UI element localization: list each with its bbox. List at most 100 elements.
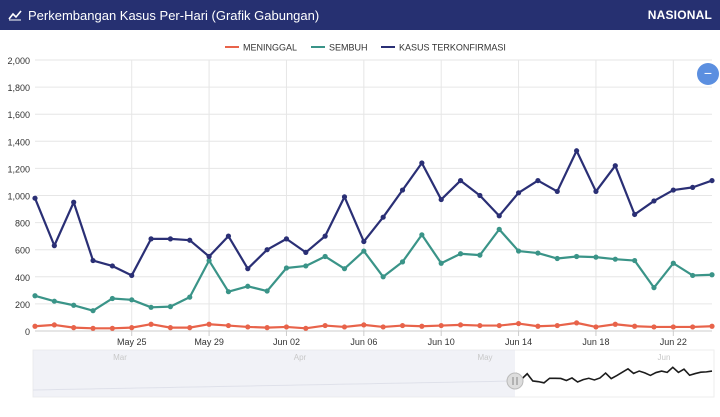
data-point[interactable] xyxy=(419,323,425,329)
data-point[interactable] xyxy=(167,325,173,331)
data-point[interactable] xyxy=(496,226,502,232)
data-point[interactable] xyxy=(32,323,38,329)
data-point[interactable] xyxy=(283,265,290,271)
data-point[interactable] xyxy=(554,322,560,329)
legend-label[interactable]: KASUS TERKONFIRMASI xyxy=(399,43,506,53)
data-point[interactable] xyxy=(341,194,348,200)
data-point[interactable] xyxy=(380,274,386,280)
data-point[interactable] xyxy=(709,272,715,278)
data-point[interactable] xyxy=(632,211,638,218)
data-point[interactable] xyxy=(574,253,580,260)
data-point[interactable] xyxy=(612,256,618,262)
data-point[interactable] xyxy=(148,236,154,242)
data-point[interactable] xyxy=(303,325,309,331)
data-point[interactable] xyxy=(457,251,464,257)
data-point[interactable] xyxy=(399,187,406,193)
data-point[interactable] xyxy=(632,323,638,329)
data-point[interactable] xyxy=(187,237,193,243)
data-point[interactable] xyxy=(206,253,212,260)
data-point[interactable] xyxy=(380,324,386,330)
data-point[interactable] xyxy=(709,323,715,329)
data-point[interactable] xyxy=(245,266,251,272)
data-point[interactable] xyxy=(206,257,212,264)
data-point[interactable] xyxy=(399,322,406,329)
data-point[interactable] xyxy=(574,148,580,154)
data-point[interactable] xyxy=(264,325,270,331)
data-point[interactable] xyxy=(129,272,135,279)
data-point[interactable] xyxy=(129,325,135,331)
data-point[interactable] xyxy=(554,255,560,262)
data-point[interactable] xyxy=(32,195,38,201)
data-point[interactable] xyxy=(477,252,483,258)
data-point[interactable] xyxy=(148,321,154,327)
data-point[interactable] xyxy=(129,297,135,303)
data-point[interactable] xyxy=(670,324,676,330)
data-point[interactable] xyxy=(593,254,599,260)
data-point[interactable] xyxy=(71,199,77,205)
data-point[interactable] xyxy=(361,238,367,245)
data-point[interactable] xyxy=(361,248,367,254)
legend-label[interactable]: SEMBUH xyxy=(329,43,368,53)
data-point[interactable] xyxy=(593,324,599,330)
data-point[interactable] xyxy=(303,249,309,256)
data-point[interactable] xyxy=(245,283,251,289)
data-point[interactable] xyxy=(341,266,348,272)
data-point[interactable] xyxy=(90,257,96,264)
zoom-out-button[interactable]: − xyxy=(697,63,719,85)
data-point[interactable] xyxy=(225,322,232,329)
data-point[interactable] xyxy=(361,322,367,328)
data-point[interactable] xyxy=(167,304,173,310)
data-point[interactable] xyxy=(651,285,657,291)
data-point[interactable] xyxy=(496,322,502,329)
data-point[interactable] xyxy=(245,324,251,330)
data-point[interactable] xyxy=(225,233,232,239)
data-point[interactable] xyxy=(303,263,309,269)
data-point[interactable] xyxy=(612,321,618,327)
data-point[interactable] xyxy=(51,322,57,328)
legend-label[interactable]: MENINGGAL xyxy=(243,43,297,53)
data-point[interactable] xyxy=(283,324,290,330)
data-point[interactable] xyxy=(90,325,96,331)
data-point[interactable] xyxy=(535,323,541,329)
data-point[interactable] xyxy=(651,324,657,330)
data-point[interactable] xyxy=(322,233,328,239)
data-point[interactable] xyxy=(322,322,328,329)
data-point[interactable] xyxy=(670,187,676,193)
data-point[interactable] xyxy=(670,260,676,266)
data-point[interactable] xyxy=(477,192,483,199)
data-point[interactable] xyxy=(438,322,444,329)
data-point[interactable] xyxy=(515,320,522,327)
data-point[interactable] xyxy=(187,325,193,331)
data-point[interactable] xyxy=(71,302,77,308)
data-point[interactable] xyxy=(554,188,560,195)
data-point[interactable] xyxy=(574,320,580,326)
data-point[interactable] xyxy=(593,188,599,195)
data-point[interactable] xyxy=(535,250,541,256)
data-point[interactable] xyxy=(71,325,77,331)
data-point[interactable] xyxy=(148,304,154,310)
data-point[interactable] xyxy=(438,196,444,203)
data-point[interactable] xyxy=(477,322,483,329)
data-point[interactable] xyxy=(690,324,696,330)
data-point[interactable] xyxy=(457,322,464,328)
data-point[interactable] xyxy=(90,308,96,314)
data-point[interactable] xyxy=(167,236,173,242)
data-point[interactable] xyxy=(109,295,115,302)
data-point[interactable] xyxy=(225,289,232,295)
data-point[interactable] xyxy=(515,190,522,196)
data-point[interactable] xyxy=(187,294,193,300)
data-point[interactable] xyxy=(264,247,270,253)
data-point[interactable] xyxy=(109,325,115,331)
data-point[interactable] xyxy=(690,184,696,190)
data-point[interactable] xyxy=(419,160,425,166)
data-point[interactable] xyxy=(380,214,386,220)
data-point[interactable] xyxy=(206,321,212,327)
data-point[interactable] xyxy=(283,236,290,242)
data-point[interactable] xyxy=(341,324,348,330)
data-point[interactable] xyxy=(457,177,464,184)
data-point[interactable] xyxy=(690,272,696,279)
data-point[interactable] xyxy=(264,288,270,294)
data-point[interactable] xyxy=(535,177,541,184)
data-point[interactable] xyxy=(438,260,444,266)
data-point[interactable] xyxy=(419,232,425,238)
